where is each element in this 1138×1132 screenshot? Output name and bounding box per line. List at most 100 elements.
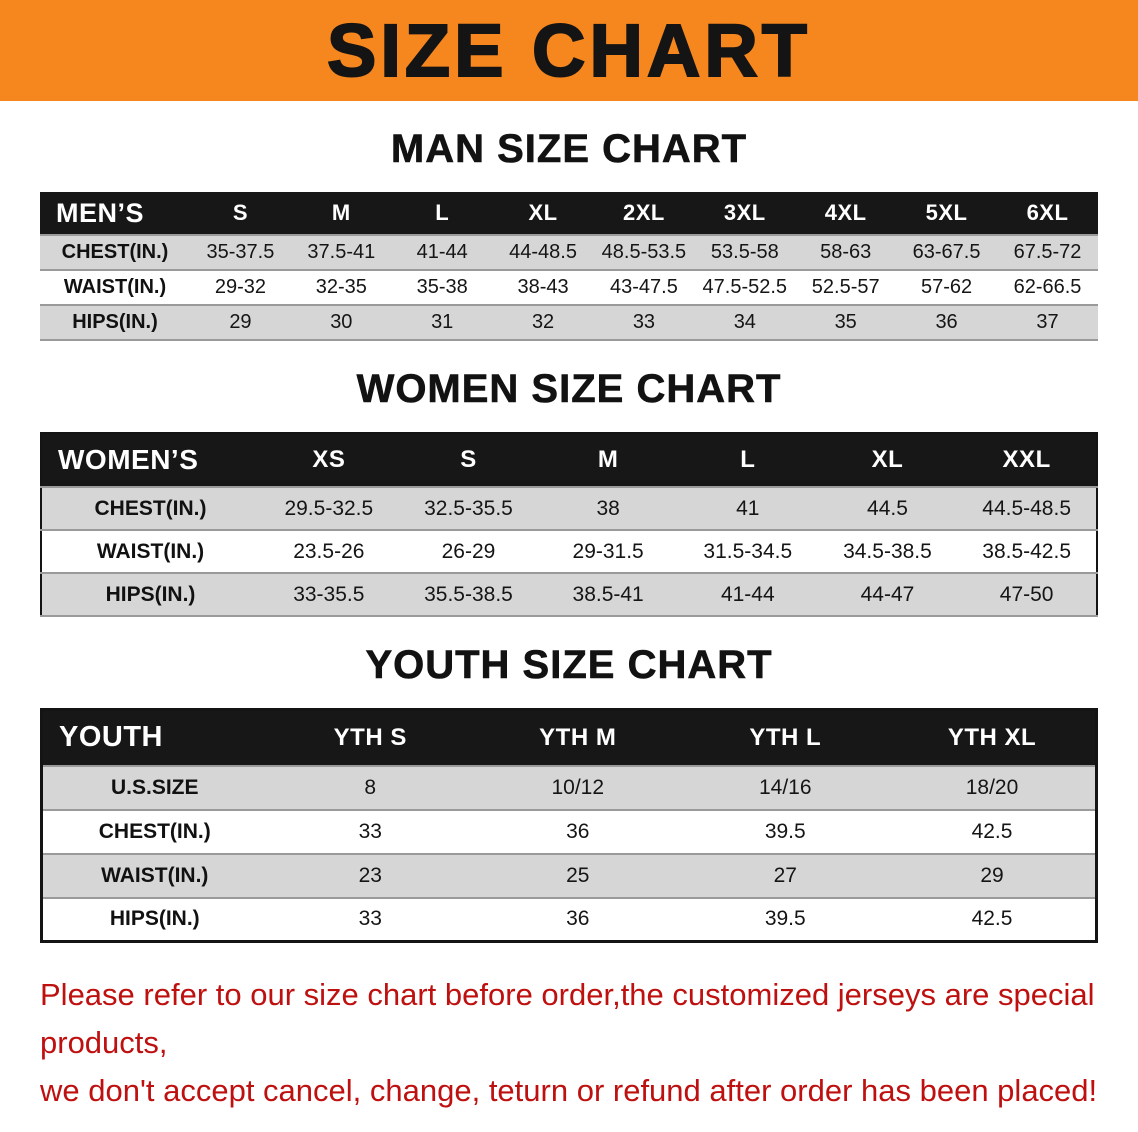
value-cell: 38.5-42.5 [982,539,1072,563]
size-header-cell: 4XL [795,192,897,235]
value-cell: 8 [364,775,377,799]
size-header-cell: M [290,192,392,235]
value-cell: 29 [229,311,252,333]
value-cell: 33 [358,819,382,843]
value-cell: 32-35 [315,276,367,298]
value-cell: 39.5 [764,907,806,931]
row-label-cell: CHEST(IN.) [94,496,207,520]
table-row: HIPS(IN.) 33 36 39.5 42.5 [41,897,1097,942]
table-row: HIPS(IN.) 29 30 31 32 33 34 35 36 37 [40,305,1098,340]
size-header-cell: 2XL [593,192,695,235]
table-title-cell: MEN’S [40,192,190,235]
men-chart-heading: MAN SIZE CHART [390,127,748,172]
size-header-cell: YTH XL [889,709,1097,766]
value-cell: 47-50 [999,582,1054,606]
women-chart-heading: WOMEN SIZE CHART [356,367,782,412]
value-cell: 18/20 [965,775,1019,799]
youth-size-table: YOUTH YTH S YTH M YTH L YTH XL U.S.SIZE 8 10/12… [40,708,1098,943]
row-label-cell: HIPS(IN.) [109,907,200,931]
value-cell: 35.5-38.5 [424,582,513,606]
value-cell: 29-31.5 [572,539,644,563]
table-header-row: MEN’S S M L XL 2XL 3XL 4XL 5XL 6XL [40,192,1098,235]
value-cell: 58-63 [820,241,872,263]
value-cell: 43-47.5 [610,276,678,298]
value-cell: 32 [531,311,555,333]
value-cell: 10/12 [551,775,605,799]
value-cell: 35 [834,311,857,333]
value-cell: 38-43 [517,276,569,298]
row-label-cell: U.S.SIZE [110,775,199,799]
value-cell: 36 [566,907,590,931]
size-header-cell: YTH M [474,709,682,766]
value-cell: 33 [632,311,656,333]
size-header-cell: 6XL [997,192,1098,235]
row-label-cell: WAIST(IN.) [96,539,205,563]
value-cell: 29.5-32.5 [284,496,374,520]
size-table: YOUTH YTH S YTH M YTH L YTH XL U.S.SIZE 8 10/12… [40,708,1098,943]
size-table: MEN’S S M L XL 2XL 3XL 4XL 5XL 6XL CHEST(IN.) 35-37… [40,192,1098,341]
value-cell: 35-38 [416,276,468,298]
value-cell: 44-48.5 [509,241,577,263]
value-cell: 34 [733,311,756,333]
value-cell: 23 [358,863,382,887]
value-cell: 48.5-53.5 [601,241,687,263]
size-table: WOMEN’S XS S M L XL XXL CHEST(IN.) 29.5-32.5 32.5… [40,432,1098,617]
value-cell: 39.5 [764,819,806,843]
table-row: WAIST(IN.) 23.5-26 26-29 29-31.5 31.5-34.5 34… [41,530,1097,573]
size-header-cell: YTH L [681,709,889,766]
table-row: WAIST(IN.) 29-32 32-35 35-38 38-43 43-47.5 47.… [40,270,1098,305]
size-chart-banner: SIZE CHART [0,0,1138,101]
value-cell: 36 [566,819,590,843]
men-size-chart-section: MAN SIZE CHART MEN’S S M L XL 2XL 3XL 4XL 5XL 6XL… [0,127,1138,341]
youth-size-chart-section: YOUTH SIZE CHART YOUTH YTH S YTH M YTH L YTH… [0,643,1138,943]
size-header-cell: XS [259,433,399,487]
size-header-cell: L [391,192,493,235]
value-cell: 47.5-52.5 [702,276,788,298]
value-cell: 33 [358,907,382,931]
value-cell: 41-44 [720,582,775,606]
row-label-cell: HIPS(IN.) [72,311,158,333]
row-label-cell: CHEST(IN.) [98,819,211,843]
size-header-cell: XL [817,433,958,487]
disclaimer-line-1: Please refer to our size chart before or… [40,977,1095,1061]
value-cell: 14/16 [758,775,812,799]
value-cell: 63-67.5 [912,241,981,263]
row-label-cell: HIPS(IN.) [105,582,196,606]
value-cell: 53.5-58 [710,241,779,263]
size-header-cell: XL [492,192,594,235]
table-row: HIPS(IN.) 33-35.5 35.5-38.5 38.5-41 41-44 44-… [41,573,1097,616]
disclaimer-line-2: we don't accept cancel, change, teturn o… [40,1073,1098,1109]
size-header-cell: 5XL [896,192,997,235]
table-title-cell: YOUTH [41,709,267,766]
value-cell: 41-44 [416,241,468,263]
table-header-row: WOMEN’S XS S M L XL XXL [41,433,1097,487]
table-row: CHEST(IN.) 29.5-32.5 32.5-35.5 38 41 44.5 44.5… [41,487,1097,530]
value-cell: 29 [980,863,1004,887]
value-cell: 52.5-57 [811,276,880,298]
value-cell: 31.5-34.5 [703,539,793,563]
value-cell: 27 [773,863,797,887]
value-cell: 25 [566,863,590,887]
size-header-cell: L [677,433,818,487]
value-cell: 32.5-35.5 [424,496,513,520]
value-cell: 67.5-72 [1013,241,1082,263]
disclaimer-note: Please refer to our size chart before or… [40,971,1100,1115]
men-size-table: MEN’S S M L XL 2XL 3XL 4XL 5XL 6XL CHEST(IN.) 35-37… [40,192,1098,341]
table-row: CHEST(IN.) 35-37.5 37.5-41 41-44 44-48.5 48.5… [40,235,1098,270]
value-cell: 37 [1036,311,1059,333]
value-cell: 44-47 [860,582,915,606]
value-cell: 62-66.5 [1013,276,1082,298]
row-label-cell: WAIST(IN.) [63,276,167,298]
size-header-cell: 3XL [694,192,796,235]
table-row: U.S.SIZE 8 10/12 14/16 18/20 [41,765,1097,810]
value-cell: 34.5-38.5 [843,539,932,563]
value-cell: 41 [736,496,760,520]
row-label-cell: WAIST(IN.) [101,863,209,887]
table-row: CHEST(IN.) 33 36 39.5 42.5 [41,809,1097,854]
table-title-cell: WOMEN’S [41,433,259,487]
value-cell: 29-32 [214,276,267,298]
youth-chart-heading: YOUTH SIZE CHART [365,643,773,688]
value-cell: 37.5-41 [307,241,376,263]
size-header-cell: S [190,192,291,235]
value-cell: 30 [330,311,353,333]
